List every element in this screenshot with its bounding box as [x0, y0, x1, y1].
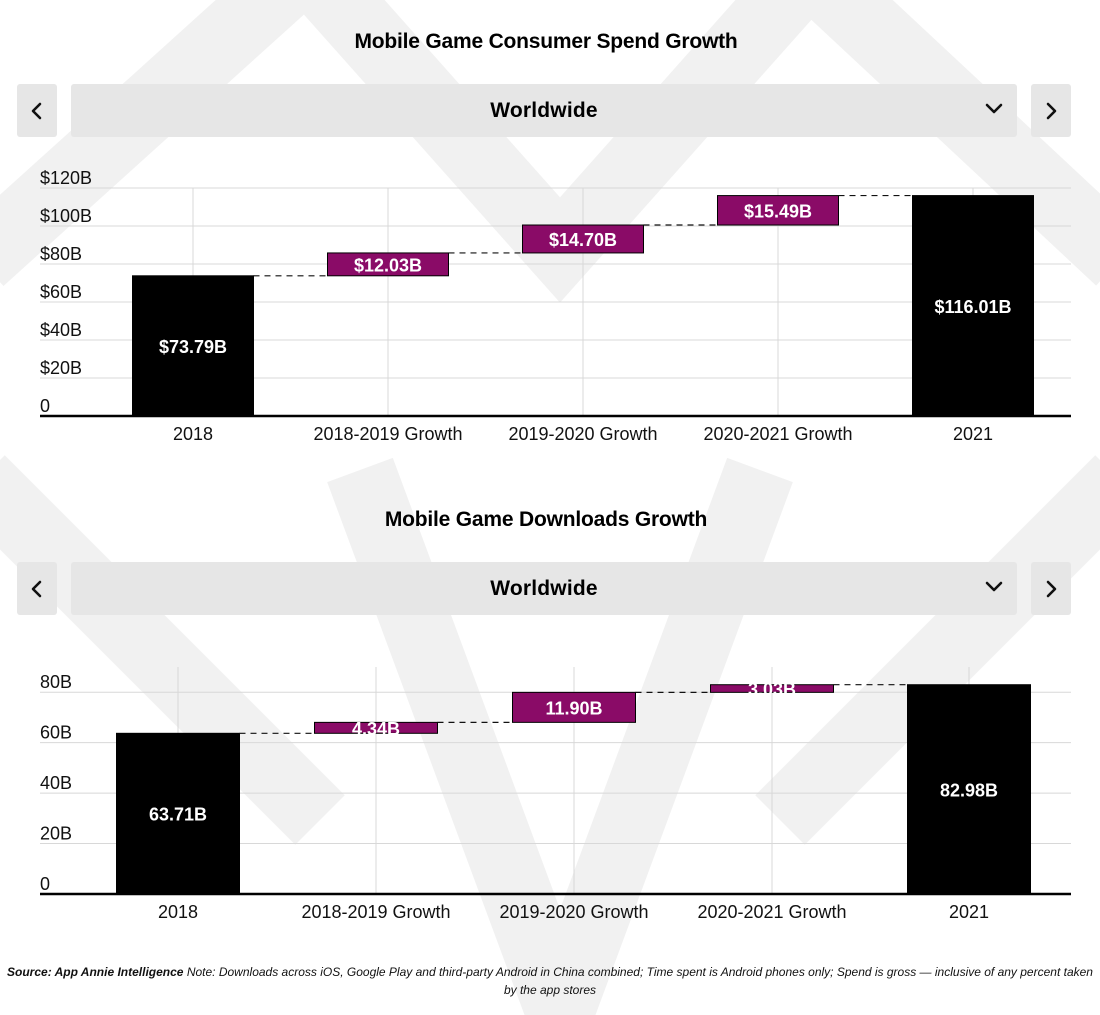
source-note: Source: App Annie Intelligence Note: Dow…: [0, 963, 1100, 999]
region-dropdown[interactable]: Worldwide: [71, 562, 1017, 615]
y-tick-label: $40B: [40, 320, 82, 340]
x-tick-label: 2018-2019 Growth: [313, 424, 462, 444]
chevron-down-icon: [985, 581, 1003, 592]
y-tick-label: 0: [40, 396, 50, 416]
bar-value-label: 82.98B: [940, 780, 998, 800]
growth-bar: [717, 195, 839, 226]
growth-bar: [327, 252, 449, 277]
previous-region-button[interactable]: [17, 562, 57, 615]
x-tick-label: 2021: [953, 424, 993, 444]
x-tick-label: 2020-2021 Growth: [697, 902, 846, 922]
x-tick-label: 2021: [949, 902, 989, 922]
y-tick-label: 80B: [40, 672, 72, 692]
y-tick-label: 0: [40, 874, 50, 894]
x-tick-label: 2019-2020 Growth: [499, 902, 648, 922]
total-bar: [132, 275, 254, 417]
previous-region-button[interactable]: [17, 84, 57, 137]
y-tick-label: 20B: [40, 824, 72, 844]
total-bar: [907, 684, 1031, 895]
y-tick-label: $80B: [40, 244, 82, 264]
y-tick-label: $120B: [40, 168, 92, 188]
total-bar: [912, 195, 1034, 417]
chart-title: Mobile Game Downloads Growth: [384, 508, 708, 531]
growth-bar: [512, 691, 636, 723]
bar-value-label: 3.03B: [748, 680, 796, 700]
spend-chart-section: Mobile Game Consumer Spend Growth Worldw…: [0, 0, 1100, 470]
x-tick-label: 2020-2021 Growth: [703, 424, 852, 444]
bar-value-label: 63.71B: [149, 805, 207, 825]
chevron-down-icon: [985, 103, 1003, 114]
downloads-chart: 0 20B 40B 60B 80B 63.71B 4.34B 11.90B 3.03B 82.98…: [40, 667, 1071, 922]
spend-chart: 0 $20B $40B $60B $80B $100B $120B $73.79B $12.03…: [40, 168, 1071, 444]
region-dropdown[interactable]: Worldwide: [71, 84, 1017, 137]
bar-value-label: $12.03B: [354, 255, 422, 275]
bar-value-label: $73.79B: [159, 337, 227, 357]
region-dropdown-value: Worldwide: [490, 576, 598, 600]
bar-value-label: 11.90B: [545, 698, 602, 718]
growth-bar: [314, 721, 438, 734]
bar-value-label: $15.49B: [744, 201, 812, 221]
y-tick-label: 40B: [40, 773, 72, 793]
chevron-right-icon: [1046, 102, 1057, 119]
y-tick-label: $20B: [40, 358, 82, 378]
x-tick-label: 2019-2020 Growth: [508, 424, 657, 444]
next-region-button[interactable]: [1031, 562, 1071, 615]
growth-bar: [710, 684, 834, 693]
y-tick-label: 60B: [40, 723, 72, 743]
x-tick-label: 2018: [173, 424, 213, 444]
y-tick-label: $60B: [40, 282, 82, 302]
chart-title: Mobile Game Consumer Spend Growth: [354, 30, 738, 53]
downloads-chart-section: Mobile Game Downloads Growth Worldwide 0…: [0, 478, 1100, 948]
x-tick-label: 2018: [158, 902, 198, 922]
y-tick-label: $100B: [40, 206, 92, 226]
chevron-right-icon: [1046, 580, 1057, 597]
region-dropdown-value: Worldwide: [490, 98, 598, 122]
next-region-button[interactable]: [1031, 84, 1071, 137]
total-bar: [116, 732, 240, 895]
bar-value-label: $14.70B: [549, 230, 617, 250]
x-tick-label: 2018-2019 Growth: [301, 902, 450, 922]
bar-value-label: $116.01B: [934, 297, 1011, 317]
source-note-text: Note: Downloads across iOS, Google Play …: [186, 965, 1093, 997]
source-label: Source: App Annie Intelligence: [7, 965, 184, 979]
bar-value-label: 4.34B: [352, 719, 400, 739]
growth-bar: [522, 224, 644, 254]
chevron-left-icon: [31, 580, 42, 597]
chevron-left-icon: [31, 102, 42, 119]
